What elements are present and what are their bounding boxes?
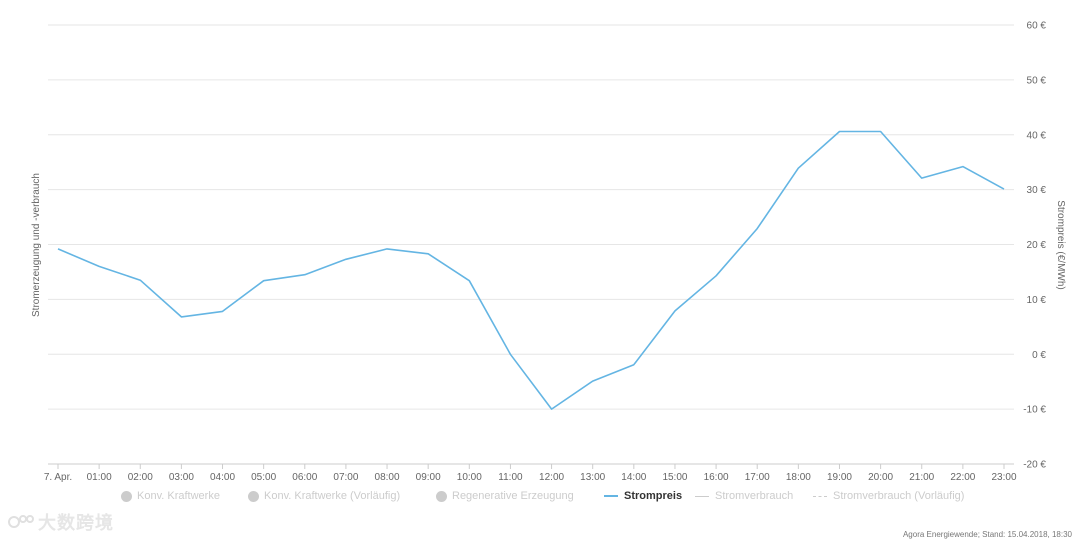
legend-label: Regenerative Erzeugung — [452, 490, 574, 502]
legend-dot-icon — [121, 490, 132, 502]
legend-line-icon — [604, 495, 618, 497]
y-tick-label: 20 € — [1027, 240, 1047, 251]
legend-label: Stromverbrauch (Vorläufig) — [833, 490, 965, 502]
legend-label: Konv. Kraftwerke (Vorläufig) — [264, 490, 401, 502]
legend-item[interactable]: Konv. Kraftwerke (Vorläufig) — [248, 490, 400, 502]
x-tick-label: 12:00 — [539, 472, 564, 483]
y-tick-label: 40 € — [1027, 130, 1047, 141]
x-tick-label: 01:00 — [87, 472, 112, 483]
legend-item[interactable]: Stromverbrauch (Vorläufig) — [813, 490, 964, 502]
x-tick-label: 09:00 — [416, 472, 441, 483]
x-tick-label: 11:00 — [498, 472, 523, 483]
x-tick-label: 20:00 — [868, 472, 893, 483]
x-tick-label: 04:00 — [210, 472, 235, 483]
x-tick-label: 17:00 — [745, 472, 770, 483]
x-tick-label: 02:00 — [128, 472, 153, 483]
x-tick-label: 06:00 — [292, 472, 317, 483]
x-tick-label: 10:00 — [457, 472, 482, 483]
x-tick-label: 14:00 — [621, 472, 646, 483]
watermark-text: 大数跨境 — [38, 513, 114, 533]
x-tick-label: 7. Apr. — [44, 472, 72, 483]
x-tick-label: 07:00 — [333, 472, 358, 483]
series-group — [57, 130, 1005, 410]
x-tick-label: 16:00 — [704, 472, 729, 483]
chart-legend: Konv. Kraftwerke Konv. Kraftwerke (Vorläu… — [0, 490, 1080, 512]
legend-item[interactable]: Konv. Kraftwerke — [121, 490, 220, 502]
y-axis-left-title: Stromerzeugung und -verbrauch — [31, 173, 42, 317]
y-tick-label: 30 € — [1027, 185, 1047, 196]
y-tick-label: 0 € — [1032, 350, 1046, 361]
legend-label: Konv. Kraftwerke — [137, 490, 220, 502]
y-tick-label: 50 € — [1027, 75, 1047, 86]
watermark-logo-icon — [8, 515, 34, 528]
legend-line-icon — [695, 495, 709, 497]
y-tick-label: 10 € — [1027, 295, 1047, 306]
legend-dashed-line-icon — [813, 495, 827, 497]
x-tick-label: 21:00 — [909, 472, 934, 483]
x-tick-label: 05:00 — [251, 472, 276, 483]
line-chart: -20 € -10 € 0 € 10 € 20 € 30 € 40 € 50 € 60 € 7.… — [31, 21, 1066, 484]
y-tick-label: -10 € — [1023, 405, 1046, 416]
y-tick-label: -20 € — [1023, 460, 1046, 471]
y-tick-label: 60 € — [1027, 21, 1047, 32]
x-tick-label: 18:00 — [786, 472, 811, 483]
credit-text: Agora Energiewende; Stand: 15.04.2018, 1… — [902, 530, 1072, 539]
x-tick-label: 19:00 — [827, 472, 852, 483]
legend-item[interactable]: Regenerative Erzeugung — [436, 490, 574, 502]
legend-label: Stromverbrauch — [715, 490, 794, 502]
legend-dot-icon — [436, 490, 447, 502]
x-tick-label: 15:00 — [662, 472, 687, 483]
grid-lines — [48, 24, 1014, 465]
legend-label: Strompreis — [624, 490, 683, 502]
x-tick-label: 23:00 — [991, 472, 1016, 483]
x-tick-label: 03:00 — [169, 472, 194, 483]
x-axis-ticks: 7. Apr. 01:00 02:00 03:00 04:00 05:00 06:00 07:… — [44, 464, 1017, 483]
legend-item[interactable]: Stromverbrauch — [695, 490, 793, 502]
y-axis-ticks: -20 € -10 € 0 € 10 € 20 € 30 € 40 € 50 € 60 € — [1023, 21, 1046, 471]
y-axis-right-title: Strompreis (€/MWh) — [1055, 200, 1066, 289]
series-line-strompreis[interactable] — [57, 130, 1005, 410]
legend-item[interactable]: Strompreis — [604, 490, 682, 502]
watermark: 大数跨境 — [8, 509, 114, 535]
legend-dot-icon — [248, 490, 259, 502]
x-tick-label: 22:00 — [950, 472, 975, 483]
x-tick-label: 08:00 — [375, 472, 400, 483]
x-tick-label: 13:00 — [580, 472, 605, 483]
